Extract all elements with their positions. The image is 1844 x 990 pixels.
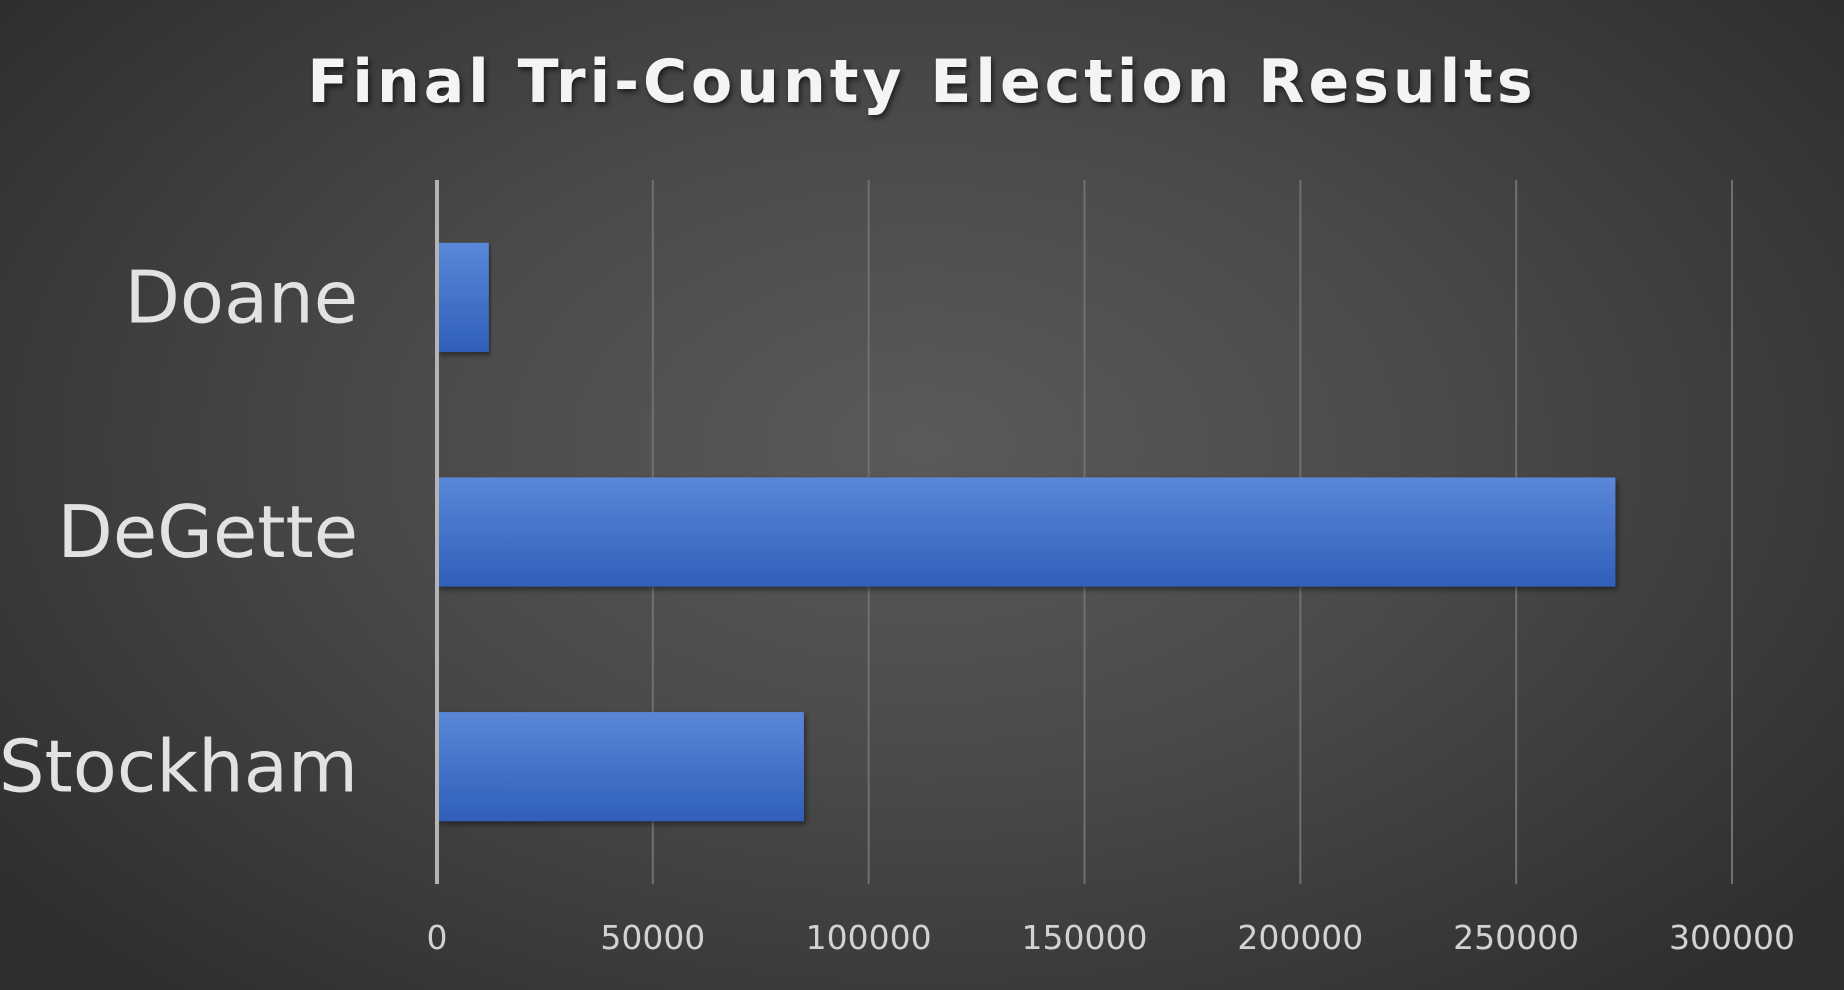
x-tick-label: 300000 <box>1669 918 1795 957</box>
category-label: Doane <box>124 255 358 339</box>
tick-labels: 0 50000 100000 150000 200000 250000 300000 <box>427 918 1795 957</box>
chart-title: Final Tri-County Election Results <box>307 47 1536 117</box>
x-tick-label: 150000 <box>1022 918 1148 957</box>
x-tick-label: 0 <box>427 918 448 957</box>
bar-doane <box>437 242 489 352</box>
x-tick-label: 50000 <box>600 918 705 957</box>
x-tick-label: 250000 <box>1453 918 1579 957</box>
x-tick-label: 100000 <box>806 918 932 957</box>
x-tick-label: 200000 <box>1237 918 1363 957</box>
category-labels: Doane DeGette Stockham <box>0 255 358 808</box>
category-label: DeGette <box>57 490 358 574</box>
bar-degette <box>437 477 1616 587</box>
bar-stockham <box>437 712 804 822</box>
category-label: Stockham <box>0 725 358 809</box>
bars <box>437 242 1616 822</box>
